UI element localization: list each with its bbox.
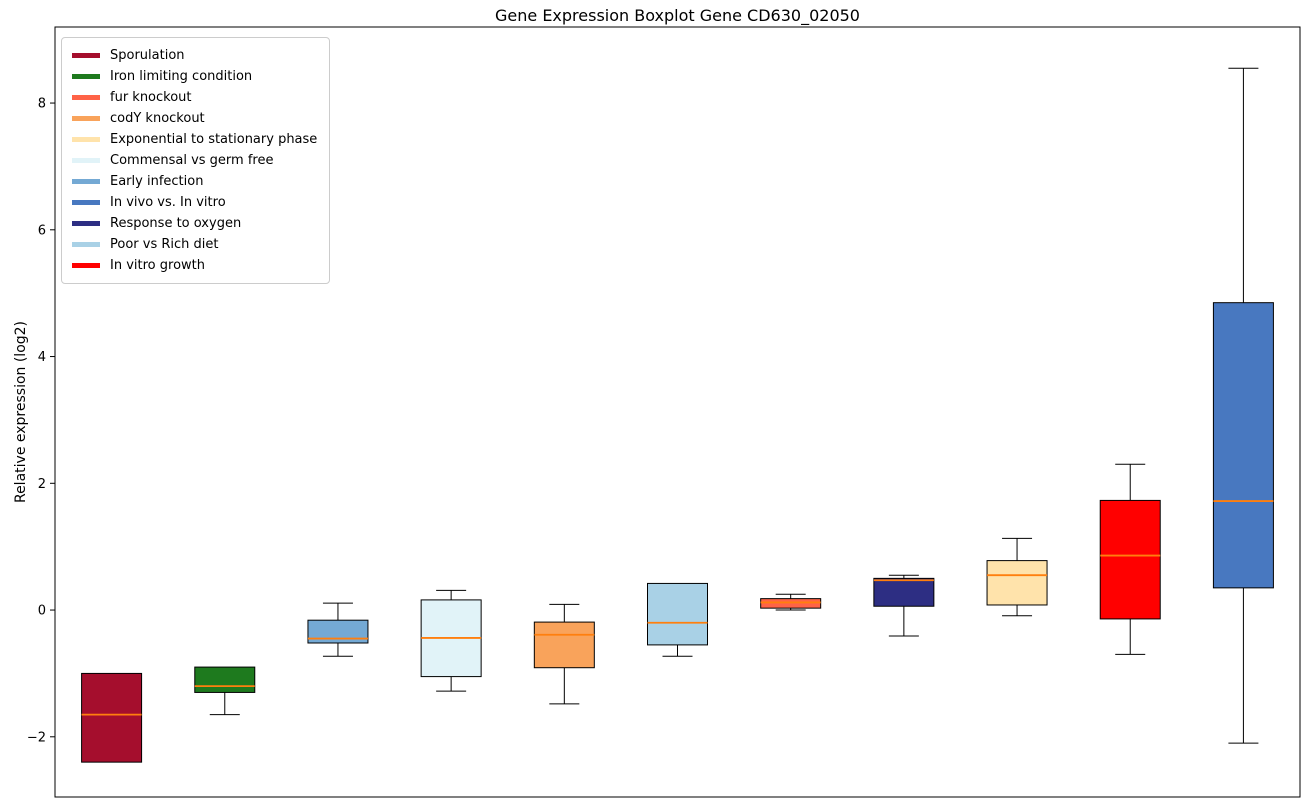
box-rect: [533, 621, 595, 669]
box-sporulation: [81, 672, 143, 763]
legend-label: Early infection: [110, 174, 204, 189]
box-rect: [1212, 302, 1274, 589]
legend-swatch-in-vivo-vs-in-vitro: [72, 200, 100, 205]
legend-label: fur knockout: [110, 90, 192, 105]
plot-frame: [54, 26, 1301, 798]
legend-label: Exponential to stationary phase: [110, 132, 318, 147]
y-tick-label: 2: [38, 477, 46, 492]
box-rect: [873, 577, 935, 607]
box-poor-vs-rich-diet: [647, 582, 708, 657]
legend-item-in-vivo-vs-in-vitro: In vivo vs. In vitro: [72, 192, 317, 213]
y-tick-label: 0: [38, 604, 46, 619]
legend-item-sporulation: Sporulation: [72, 45, 317, 66]
y-tick-label: 8: [38, 97, 46, 112]
y-tick-label: 4: [38, 350, 46, 365]
legend-label: Response to oxygen: [110, 216, 242, 231]
legend-item-response-to-oxygen: Response to oxygen: [72, 213, 317, 234]
legend-label: In vivo vs. In vitro: [110, 195, 226, 210]
box-fur-knockout: [760, 593, 822, 611]
legend-label: Poor vs Rich diet: [110, 237, 219, 252]
box-rect: [307, 619, 369, 644]
legend-item-iron-limiting-condition: Iron limiting condition: [72, 66, 317, 87]
legend-item-cody-knockout: codY knockout: [72, 108, 317, 129]
legend-swatch-poor-vs-rich-diet: [72, 242, 100, 247]
y-tick-label: 6: [38, 223, 46, 238]
legend-label: codY knockout: [110, 111, 205, 126]
legend-label: Iron limiting condition: [110, 69, 253, 84]
legend-swatch-cody-knockout: [72, 116, 100, 121]
legend-item-exponential-to-stationary-phase: Exponential to stationary phase: [72, 129, 317, 150]
y-axis: −2 0 2 4 6 8: [27, 97, 55, 745]
legend-swatch-fur-knockout: [72, 95, 100, 100]
legend-swatch-response-to-oxygen: [72, 221, 100, 226]
legend-item-fur-knockout: fur knockout: [72, 87, 317, 108]
legend-item-commensal-vs-germ-free: Commensal vs germ free: [72, 150, 317, 171]
legend-item-in-vitro-growth: In vitro growth: [72, 255, 317, 276]
legend-swatch-early-infection: [72, 179, 100, 184]
box-rect: [81, 672, 143, 763]
y-tick-label: −2: [27, 730, 46, 745]
legend-swatch-commensal-vs-germ-free: [72, 158, 100, 163]
box-rect: [986, 560, 1048, 606]
chart-title: Gene Expression Boxplot Gene CD630_02050: [495, 6, 860, 25]
legend-swatch-iron-limiting-condition: [72, 74, 100, 79]
legend-swatch-exponential-to-stationary-phase: [72, 137, 100, 142]
legend-item-early-infection: Early infection: [72, 171, 317, 192]
box-rect: [647, 582, 708, 646]
box-commensal-vs-germ-free: [420, 589, 482, 692]
legend-label: Sporulation: [110, 48, 185, 63]
legend-label: In vitro growth: [110, 258, 205, 273]
box-in-vitro-growth: [1099, 463, 1161, 655]
legend-swatch-in-vitro-growth: [72, 263, 100, 268]
box-rect: [194, 666, 256, 693]
legend-swatch-sporulation: [72, 53, 100, 58]
legend-label: Commensal vs germ free: [110, 153, 274, 168]
box-iron-limiting-condition: [194, 666, 256, 716]
legend-item-poor-vs-rich-diet: Poor vs Rich diet: [72, 234, 317, 255]
box-response-to-oxygen: [873, 574, 935, 637]
box-in-vivo-vs-in-vitro: [1212, 67, 1274, 744]
legend: Sporulation Iron limiting condition fur kn…: [61, 37, 331, 284]
box-early-infection: [307, 602, 369, 657]
box-rect: [1099, 499, 1161, 620]
box-cody-knockout: [533, 603, 595, 705]
box-rect: [760, 598, 822, 609]
box-exponential-to-stationary-phase: [986, 537, 1048, 617]
